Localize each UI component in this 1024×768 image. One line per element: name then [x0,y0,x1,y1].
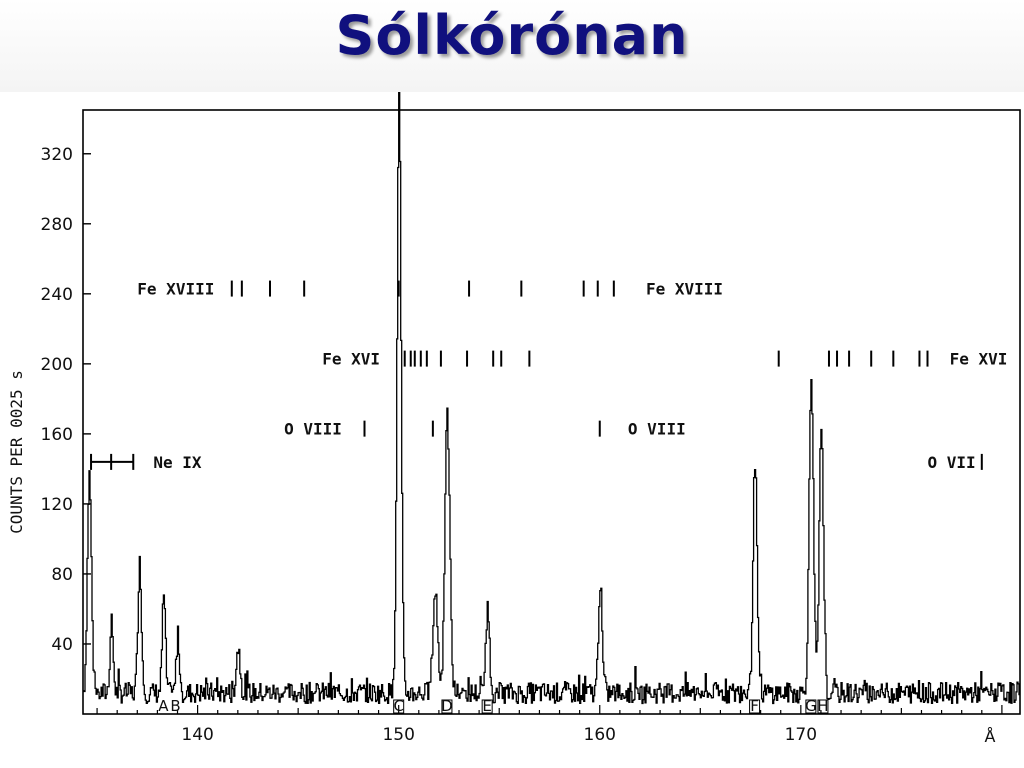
x-tick-label: 170 [785,725,817,745]
y-tick-label: 120 [41,495,73,515]
peak-label: F [750,697,759,715]
y-tick-label: 80 [51,565,73,585]
line-id-label: Fe XVIII [137,280,214,299]
y-tick-label: 40 [51,635,73,655]
line-id-label: Fe XVI [950,350,1008,369]
spectrum-chart: 40 80 120 160 200 240 280 320 140 150 160 170 Fe X… [7,92,1021,746]
y-axis-title: COUNTS PER 0025 s [7,370,26,534]
peak-label: G [805,697,817,715]
spectrum-trace [83,92,1020,705]
line-id-label: Ne IX [153,453,202,472]
line-id-label: Fe XVI [322,350,380,369]
x-axis-unit: Å [985,727,996,746]
peak-marker-box [481,699,493,714]
y-tick-label: 280 [41,215,73,235]
line-id-label: O VIII [628,420,686,439]
slide-title: Sólkórónan [335,4,689,67]
peak-marker-box [441,699,453,714]
peak-marker-box [393,699,405,714]
y-tick-label: 160 [41,425,73,445]
peak-marker-box [749,699,761,714]
line-id-label: O VII [928,453,976,472]
peak-label: B [170,697,180,715]
peak-marker-box [817,699,829,714]
title-band [0,0,1024,92]
x-tick-label: 140 [181,725,213,745]
peak-marker-box [805,699,817,714]
line-id-label: O VIII [284,420,342,439]
y-tick-label: 240 [41,285,73,305]
x-axis: 140 150 160 170 [96,705,1003,745]
peak-label: E [482,697,491,715]
line-id-label: Fe XVIII [646,280,723,299]
line-identifications: Fe XVIII Fe XVIII Fe XVI Fe XVI O VIII O VIII… [90,280,1008,472]
peak-label: H [817,697,828,715]
y-tick-label: 200 [41,355,73,375]
y-axis: 40 80 120 160 200 240 280 320 [41,145,91,655]
peak-label: A [158,697,169,715]
peak-label: D [441,697,453,715]
plot-frame [82,109,1021,715]
peak-label: C [393,697,403,715]
x-tick-label: 150 [382,725,414,745]
spectrum-trace-group [83,92,1020,714]
y-tick-label: 320 [41,145,73,165]
x-tick-label: 160 [584,725,616,745]
